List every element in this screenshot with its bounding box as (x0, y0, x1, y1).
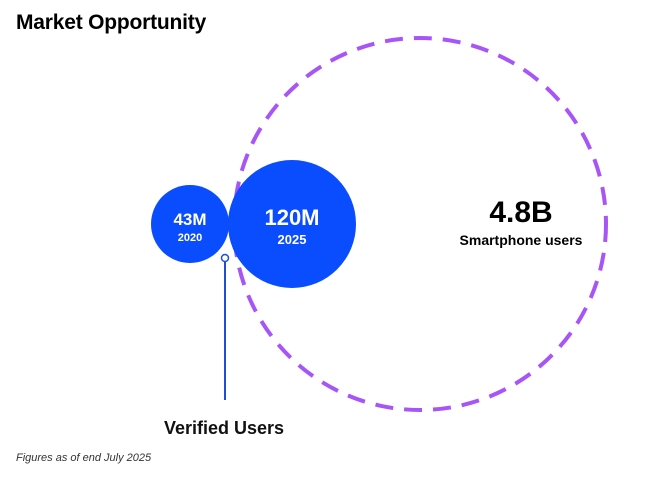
verified-users-caption: Verified Users (164, 418, 285, 438)
verified-2025-value: 120M (264, 205, 319, 230)
smartphone-users-label: Smartphone users (460, 232, 583, 248)
verified-2020-circle (151, 185, 229, 263)
smartphone-users-value: 4.8B (489, 196, 552, 229)
page-title: Market Opportunity (16, 11, 207, 34)
footnote: Figures as of end July 2025 (16, 452, 152, 464)
verified-2020-label: 2020 (178, 232, 202, 244)
verified-2020-value: 43M (173, 210, 206, 229)
verified-2025-label: 2025 (278, 232, 307, 247)
verified-2025-circle (228, 160, 356, 288)
connector-dot (220, 253, 230, 263)
